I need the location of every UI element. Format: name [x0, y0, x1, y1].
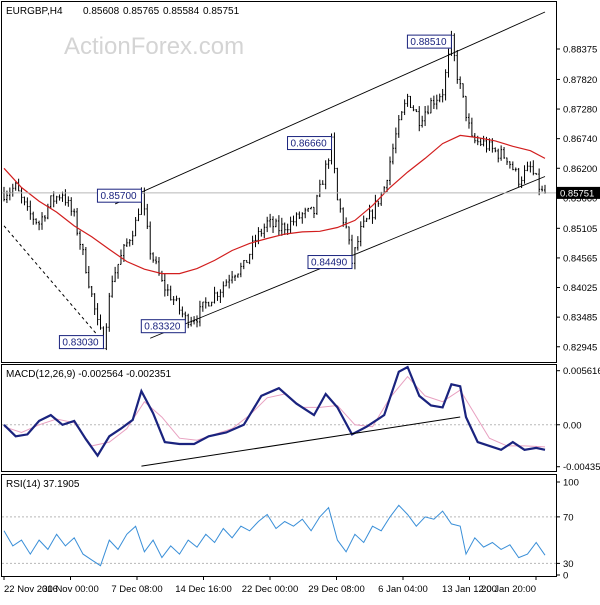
- swing-label-text: 0.83320: [144, 322, 181, 333]
- rsi-tick-label: 70: [563, 512, 574, 523]
- price-tick-label: 0.88375: [563, 45, 597, 56]
- swing-label-text: 0.85700: [100, 191, 137, 202]
- rsi-title: RSI(14) 37.1905: [6, 479, 80, 490]
- time-tick-label: 22 Dec 00:00: [242, 584, 299, 595]
- rsi-tick-label: 0: [563, 571, 568, 582]
- price-tick-label: 0.84025: [563, 283, 597, 294]
- chart-header-close: 0.85751: [203, 6, 240, 17]
- watermark: ActionForex.com: [64, 33, 244, 60]
- macd-tick-label: -0.004359: [563, 462, 600, 473]
- price-tick-label: 0.84565: [563, 253, 597, 264]
- time-tick-label: 6 Jan 04:00: [378, 584, 428, 595]
- rsi-tick-label: 30: [563, 559, 574, 570]
- rsi-tick-label: 100: [563, 478, 579, 489]
- swing-label-text: 0.86660: [291, 139, 328, 150]
- time-tick-label: 7 Dec 08:00: [111, 584, 162, 595]
- macd-tick-label: 0.005616: [563, 366, 600, 377]
- macd-title: MACD(12,26,9) -0.002564 -0.002351: [6, 369, 172, 380]
- price-tick-label: 0.82945: [563, 342, 597, 353]
- chart-header-high: 0.85765: [123, 6, 160, 17]
- chart-header-low: 0.85584: [163, 6, 200, 17]
- swing-label-text: 0.88510: [410, 37, 447, 48]
- chart-header-symbol: EURGBP,H4: [6, 6, 63, 17]
- price-tick-label: 0.87280: [563, 105, 597, 116]
- price-tick-label: 0.86200: [563, 164, 597, 175]
- price-tick-label: 0.83485: [563, 313, 597, 324]
- time-tick-label: 14 Dec 16:00: [175, 584, 232, 595]
- time-tick-label: 20 Jan 20:00: [481, 584, 536, 595]
- price-tick-label: 0.85105: [563, 224, 597, 235]
- macd-tick-label: 0.00: [563, 420, 582, 431]
- last-price-label: 0.85751: [560, 188, 594, 199]
- time-tick-label: 29 Dec 08:00: [308, 584, 365, 595]
- swing-label-text: 0.84490: [311, 258, 348, 269]
- price-tick-label: 0.87820: [563, 75, 597, 86]
- chart-header-open: 0.85608: [83, 6, 120, 17]
- swing-label-text: 0.83030: [62, 338, 99, 349]
- price-tick-label: 0.86740: [563, 134, 597, 145]
- time-tick-label: 30 Nov 00:00: [42, 584, 99, 595]
